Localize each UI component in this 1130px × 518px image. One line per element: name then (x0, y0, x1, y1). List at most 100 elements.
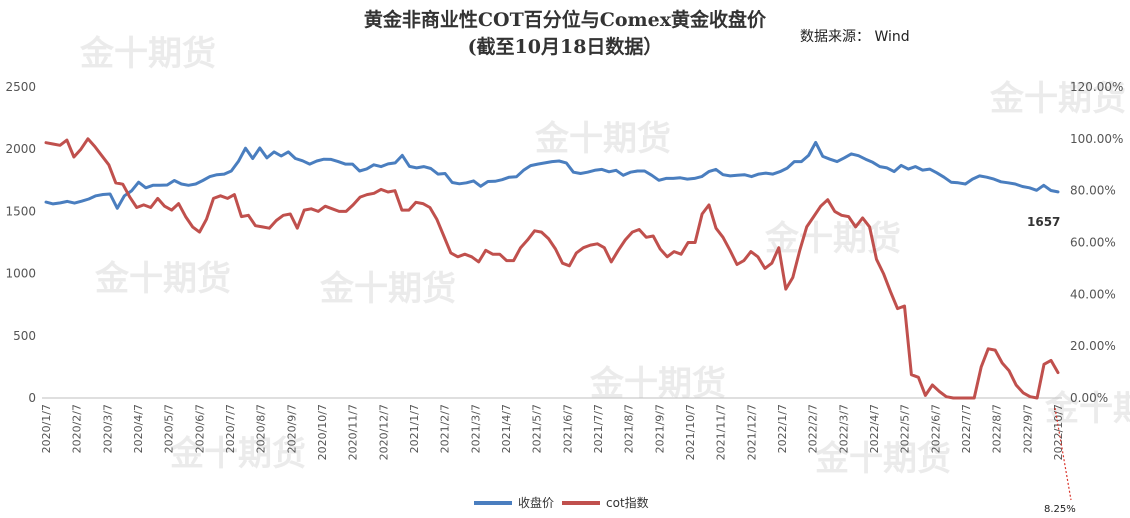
data-point (230, 170, 232, 172)
data-point (917, 376, 920, 378)
data-point (345, 210, 347, 212)
data-point (81, 200, 83, 202)
data-point (1015, 384, 1017, 386)
data-point (722, 236, 724, 238)
data-point (164, 205, 166, 207)
data-point (330, 158, 332, 160)
data-point (387, 191, 389, 193)
chart-subtitle: (截至10月18日数据） (468, 35, 663, 58)
watermark-text: 金十期货 (989, 79, 1126, 119)
last-price-label: 1657 (1027, 215, 1060, 229)
watermark-text: 金十期货 (94, 259, 231, 299)
data-point (45, 142, 47, 144)
data-point (836, 161, 838, 163)
data-point (952, 397, 954, 399)
left-axis: 0 500 1000 1500 2000 2500 (5, 80, 36, 405)
data-point (622, 174, 624, 176)
data-point (209, 176, 211, 178)
data-point (679, 177, 681, 179)
data-point (198, 231, 201, 233)
data-point (408, 165, 411, 167)
data-point (195, 183, 197, 185)
data-point (855, 226, 857, 228)
data-point (631, 231, 633, 233)
data-point (380, 188, 382, 190)
data-point (554, 248, 557, 250)
data-point (226, 197, 229, 199)
data-point (765, 172, 767, 174)
data-point (252, 157, 254, 160)
data-point (886, 167, 888, 169)
series-cot (44, 137, 1060, 400)
data-point (772, 173, 774, 175)
data-point (950, 181, 952, 183)
data-point (296, 227, 298, 229)
data-point (166, 184, 168, 186)
data-point (879, 166, 881, 168)
data-point (522, 169, 525, 171)
data-point (73, 156, 75, 158)
data-point (351, 163, 354, 165)
data-point (373, 164, 375, 166)
x-tick-label: 2022/4/7 (868, 404, 881, 453)
data-point (938, 390, 941, 393)
left-tick-label: 2000 (5, 142, 36, 156)
data-point (273, 151, 275, 153)
data-point (52, 203, 54, 205)
right-tick-label: 0.00% (1070, 391, 1108, 405)
data-point (494, 180, 496, 182)
data-point (123, 195, 125, 197)
data-point (180, 183, 182, 185)
data-point (848, 216, 850, 218)
data-point (793, 161, 795, 163)
data-point (750, 176, 753, 178)
data-point (857, 155, 860, 157)
x-tick-label: 2020/9/7 (285, 404, 298, 453)
right-tick-label: 60.00% (1070, 236, 1116, 250)
data-point (547, 238, 550, 240)
data-point (359, 170, 361, 172)
data-point (565, 162, 567, 164)
data-point (480, 185, 482, 187)
x-tick-label: 2020/3/7 (101, 404, 114, 453)
data-point (73, 202, 76, 204)
data-point (827, 199, 829, 201)
data-point (993, 178, 995, 180)
data-point (216, 174, 218, 176)
watermark-text: 金十期货 (79, 34, 216, 74)
data-point (636, 170, 639, 172)
data-point (280, 155, 282, 157)
data-point (240, 216, 242, 218)
data-point (130, 190, 133, 192)
data-point (964, 183, 967, 185)
chart-title: 黄金非商业性COT百分位与Comex黄金收盘价 (364, 8, 767, 31)
data-point (575, 252, 578, 254)
x-tick-label: 2020/7/7 (224, 404, 237, 453)
data-point (101, 155, 103, 157)
data-point (513, 260, 515, 262)
data-point (95, 195, 97, 197)
data-point (173, 179, 175, 182)
x-tick-label: 2021/10/7 (684, 404, 697, 460)
data-point (1021, 185, 1024, 188)
data-point (785, 288, 787, 290)
x-tick-label: 2021/3/7 (469, 404, 482, 453)
series-line (44, 137, 1060, 400)
data-point (244, 147, 247, 149)
data-point (282, 214, 284, 216)
data-point (401, 209, 403, 211)
data-point (850, 153, 852, 155)
data-point (910, 374, 913, 376)
data-point (205, 218, 208, 220)
data-point (487, 180, 489, 183)
data-point (436, 218, 438, 220)
data-point (1001, 362, 1003, 364)
data-point (138, 181, 140, 183)
data-point (779, 171, 781, 173)
data-point (943, 176, 945, 178)
data-point (1036, 189, 1038, 191)
data-point (66, 200, 68, 202)
data-point (485, 249, 487, 251)
right-tick-label: 20.00% (1070, 339, 1116, 353)
